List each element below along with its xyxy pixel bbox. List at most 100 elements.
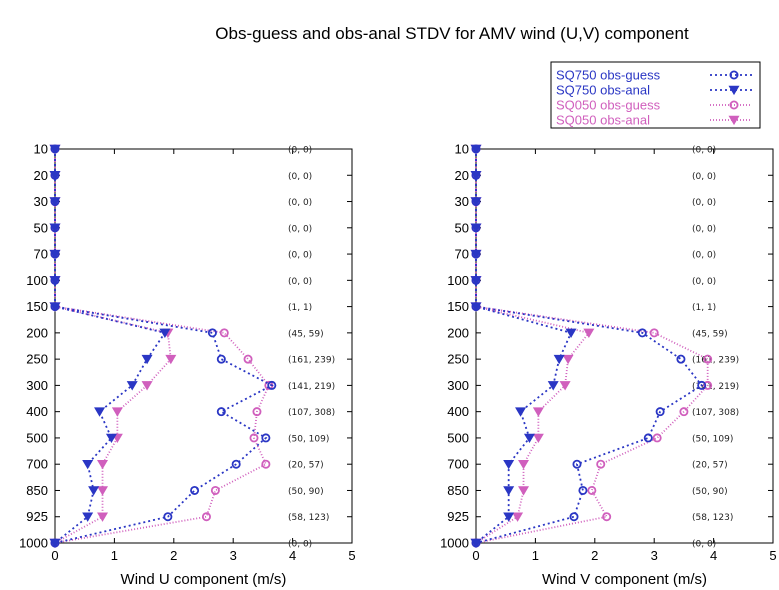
y-tick-label: 30: [34, 194, 48, 209]
data-point: [49, 302, 61, 312]
y-tick-label: 150: [447, 299, 469, 314]
series-line: [54, 149, 270, 544]
legend-label: SQ050 obs-anal: [556, 113, 650, 128]
count-annotation: (0, 0): [288, 277, 312, 287]
legend-marker: [729, 70, 739, 80]
data-point: [676, 354, 686, 364]
data-point: [216, 354, 226, 364]
count-annotation: (161, 239): [288, 356, 335, 366]
count-annotation: (0, 0): [692, 198, 716, 208]
plot-frame: [54, 148, 353, 544]
legend-box: [550, 61, 761, 129]
legend-label: SQ750 obs-guess: [556, 68, 661, 83]
data-point: [503, 459, 515, 470]
x-tick-label: 1: [111, 548, 118, 563]
y-tick-label: 20: [455, 168, 469, 183]
y-tick-label: 500: [447, 430, 469, 445]
count-annotation: (0, 0): [692, 277, 716, 287]
data-point: [470, 276, 482, 286]
panel-wind-v: 1020305070100150200250300400500700850925…: [440, 142, 777, 589]
data-point: [652, 433, 662, 443]
data-point: [141, 354, 153, 365]
y-tick-label: 250: [447, 352, 469, 367]
data-point: [553, 354, 565, 365]
y-tick-label: 500: [26, 430, 48, 445]
count-annotation: (20, 57): [288, 461, 324, 471]
y-tick-label: 400: [447, 404, 469, 419]
count-annotation: (141, 219): [288, 382, 335, 392]
series-line: [54, 149, 274, 544]
data-point: [470, 302, 482, 312]
legend-label: SQ750 obs-anal: [556, 83, 650, 98]
x-axis-label: Wind V component (m/s): [542, 571, 707, 588]
y-tick-label: 10: [34, 142, 48, 157]
data-point: [82, 512, 94, 522]
count-annotation: (0, 0): [288, 198, 312, 208]
data-point: [219, 328, 229, 338]
count-annotation: (0, 0): [692, 224, 716, 234]
y-tick-label: 200: [26, 325, 48, 340]
data-point: [49, 197, 61, 207]
data-point: [216, 407, 226, 417]
chart-title: Obs-guess and obs-anal STDV for AMV wind…: [215, 24, 689, 43]
count-annotation: (1, 1): [692, 303, 716, 313]
data-point: [569, 512, 579, 522]
data-point: [243, 354, 253, 364]
y-tick-label: 100: [26, 273, 48, 288]
x-tick-label: 0: [51, 548, 58, 563]
data-point: [207, 328, 217, 338]
x-tick-label: 0: [472, 548, 479, 563]
count-annotation: (50, 109): [288, 434, 329, 444]
data-point: [49, 249, 61, 260]
count-annotation: (0, 0): [692, 146, 716, 156]
data-point: [532, 407, 544, 417]
x-tick-label: 2: [591, 548, 598, 563]
count-annotation: (141, 219): [692, 382, 739, 392]
data-point: [679, 407, 689, 417]
data-point: [49, 171, 61, 181]
data-point: [572, 459, 582, 469]
x-tick-label: 2: [170, 548, 177, 563]
count-annotation: (50, 90): [288, 487, 324, 497]
y-tick-label: 925: [447, 509, 469, 524]
y-tick-label: 70: [34, 247, 48, 262]
count-annotation: (45, 59): [288, 329, 324, 339]
data-point: [470, 249, 482, 260]
count-annotation: (50, 90): [692, 487, 728, 497]
count-annotation: (45, 59): [692, 329, 728, 339]
count-annotation: (20, 57): [692, 461, 728, 471]
data-point: [697, 380, 707, 390]
x-tick-label: 3: [230, 548, 237, 563]
data-point: [49, 223, 61, 233]
data-point: [503, 512, 515, 522]
data-point: [49, 144, 61, 155]
count-annotation: (0, 0): [288, 540, 312, 550]
count-annotation: (50, 109): [692, 434, 733, 444]
count-annotation: (0, 0): [692, 251, 716, 261]
data-point: [518, 486, 530, 496]
y-tick-label: 50: [455, 220, 469, 235]
data-point: [163, 512, 173, 522]
panel-wind-u: 1020305070100150200250300400500700850925…: [19, 142, 356, 589]
data-point: [470, 223, 482, 233]
count-annotation: (58, 123): [288, 513, 329, 523]
legend-label: SQ050 obs-guess: [556, 98, 661, 113]
count-annotation: (161, 239): [692, 356, 739, 366]
data-point: [470, 144, 482, 155]
x-tick-label: 5: [769, 548, 776, 563]
y-tick-label: 200: [447, 325, 469, 340]
data-point: [703, 354, 713, 364]
legend-marker: [729, 100, 739, 110]
legend-marker: [728, 115, 740, 126]
x-tick-label: 5: [348, 548, 355, 563]
data-point: [165, 354, 177, 365]
data-point: [201, 512, 211, 522]
data-point: [470, 538, 482, 549]
y-tick-label: 700: [26, 457, 48, 472]
count-annotation: (0, 0): [288, 146, 312, 156]
data-point: [596, 459, 606, 469]
data-point: [470, 197, 482, 207]
y-tick-label: 250: [26, 352, 48, 367]
